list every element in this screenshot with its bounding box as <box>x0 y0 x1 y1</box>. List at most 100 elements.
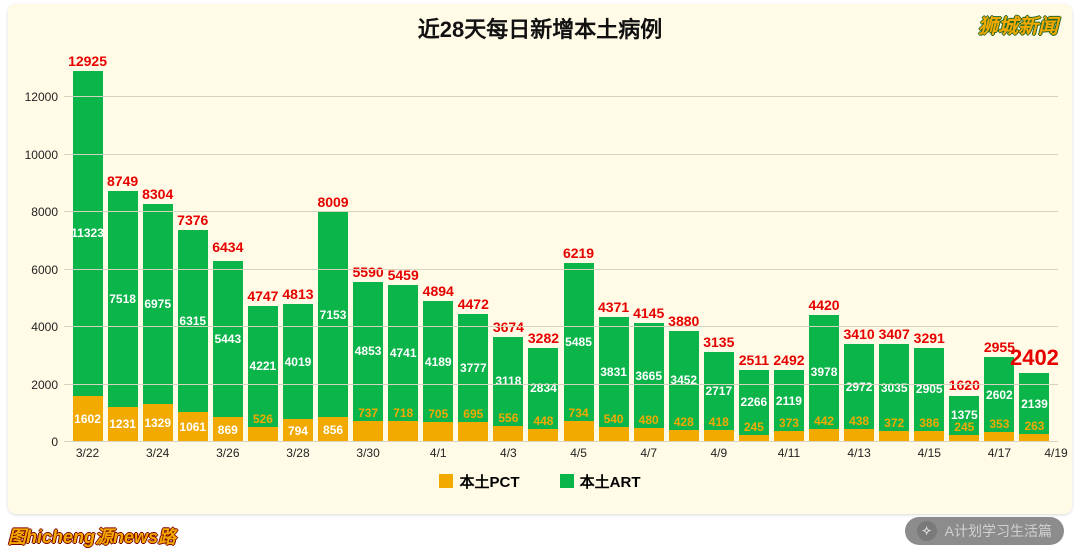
bar-pct <box>388 421 418 442</box>
label-pct: 386 <box>919 416 939 430</box>
label-total: 3407 <box>879 326 910 342</box>
watermark-top-right: 狮城新闻 <box>978 10 1058 39</box>
label-pct: 1231 <box>109 417 136 431</box>
grid-line <box>64 326 1058 327</box>
label-art: 2717 <box>705 384 732 398</box>
label-total: 3135 <box>703 334 734 350</box>
y-tick-label: 4000 <box>31 320 58 334</box>
label-art: 11323 <box>71 226 104 240</box>
label-total: 4472 <box>458 296 489 312</box>
chart-card: 近28天每日新增本土病例 狮城新闻 3/223/243/263/283/304/… <box>8 4 1072 514</box>
label-total: 12925 <box>68 53 107 69</box>
label-total: 4894 <box>423 283 454 299</box>
label-total: 1620 <box>949 377 980 393</box>
bar-pct <box>564 421 594 442</box>
label-total: 5590 <box>353 264 384 280</box>
x-tick-label: 4/7 <box>640 446 657 460</box>
label-pct: 869 <box>218 423 238 437</box>
label-art: 5443 <box>214 332 241 346</box>
x-tick-label: 4/17 <box>988 446 1011 460</box>
label-pct: 353 <box>989 417 1009 431</box>
label-total: 6219 <box>563 245 594 261</box>
label-total: 4371 <box>598 299 629 315</box>
grid-line <box>64 269 1058 270</box>
y-tick-label: 2000 <box>31 378 58 392</box>
label-art: 2972 <box>846 380 873 394</box>
label-art: 2266 <box>741 395 768 409</box>
label-pct: 263 <box>1024 419 1044 433</box>
label-pct: 245 <box>954 420 974 434</box>
label-art: 7518 <box>109 292 136 306</box>
label-total: 8304 <box>142 186 173 202</box>
x-tick-label: 4/9 <box>710 446 727 460</box>
plot-area: 3/223/243/263/283/304/14/34/54/74/94/114… <box>64 40 1058 442</box>
x-tick-label: 4/13 <box>847 446 870 460</box>
label-art: 2602 <box>986 388 1013 402</box>
label-pct: 245 <box>744 420 764 434</box>
label-pct: 418 <box>709 415 729 429</box>
bar-pct <box>353 421 383 442</box>
label-pct: 428 <box>674 415 694 429</box>
x-tick-label: 4/15 <box>918 446 941 460</box>
label-total: 7376 <box>177 212 208 228</box>
wechat-text: A计划学习生活篇 <box>945 521 1052 541</box>
x-tick-label: 3/30 <box>356 446 379 460</box>
label-total: 4145 <box>633 305 664 321</box>
label-total: 2492 <box>773 352 804 368</box>
label-art: 3118 <box>495 374 521 388</box>
label-pct: 718 <box>393 406 413 420</box>
bar-pct <box>458 422 488 442</box>
label-total: 8749 <box>107 173 138 189</box>
bar-pct <box>423 422 453 442</box>
label-total: 4420 <box>808 297 839 313</box>
label-pct: 1061 <box>179 420 206 434</box>
label-total: 3291 <box>914 330 945 346</box>
label-art: 4019 <box>285 355 312 369</box>
label-total: 2402 <box>1010 345 1059 371</box>
label-pct: 526 <box>253 412 273 426</box>
label-pct: 794 <box>288 424 308 438</box>
y-tick-label: 8000 <box>31 205 58 219</box>
label-art: 2139 <box>1021 397 1048 411</box>
label-art: 2119 <box>776 394 802 408</box>
legend-swatch-art <box>560 474 574 488</box>
bar-pct <box>634 428 664 442</box>
grid-line <box>64 441 1058 442</box>
bar-pct <box>599 427 629 443</box>
x-tick-label: 4/1 <box>430 446 447 460</box>
label-pct: 734 <box>569 406 589 420</box>
wechat-icon: ✧ <box>917 521 937 541</box>
label-total: 6434 <box>212 239 243 255</box>
label-pct: 695 <box>463 407 483 421</box>
x-tick-label: 3/26 <box>216 446 239 460</box>
label-pct: 856 <box>323 423 343 437</box>
label-total: 2511 <box>739 352 769 368</box>
legend-art-label: 本土ART <box>580 471 641 492</box>
label-art: 4853 <box>355 344 382 358</box>
legend-art: 本土ART <box>560 471 641 492</box>
label-pct: 438 <box>849 414 869 428</box>
x-tick-label: 4/5 <box>570 446 587 460</box>
y-tick-label: 10000 <box>25 148 58 162</box>
label-total: 8009 <box>317 194 348 210</box>
label-total: 4813 <box>282 286 313 302</box>
label-art: 3665 <box>635 369 662 383</box>
label-pct: 1602 <box>74 412 101 426</box>
x-tick-label: 4/3 <box>500 446 517 460</box>
legend-pct: 本土PCT <box>439 471 519 492</box>
label-pct: 372 <box>884 416 904 430</box>
label-pct: 705 <box>428 407 448 421</box>
label-art: 4189 <box>425 355 452 369</box>
watermark-bottom-left: 图hicheng源news路 <box>8 523 176 549</box>
label-art: 4741 <box>390 346 417 360</box>
legend: 本土PCT 本土ART <box>8 471 1072 493</box>
wechat-badge: ✧ A计划学习生活篇 <box>905 517 1064 545</box>
y-tick-label: 12000 <box>25 90 58 104</box>
label-art: 5485 <box>565 335 592 349</box>
label-art: 7153 <box>320 308 347 322</box>
label-pct: 480 <box>639 413 659 427</box>
label-pct: 448 <box>533 414 553 428</box>
label-pct: 373 <box>779 416 799 430</box>
bar-pct <box>493 426 523 442</box>
label-art: 3777 <box>460 361 487 375</box>
